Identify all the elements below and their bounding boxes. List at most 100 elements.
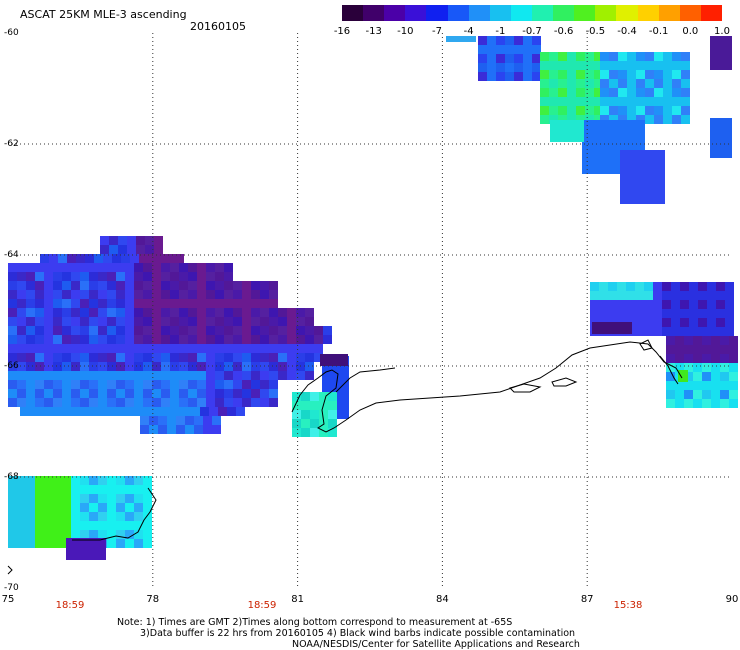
swath-cell: [656, 168, 665, 177]
swath-cell: [152, 290, 161, 299]
swath-cell: [98, 281, 107, 290]
swath-cell: [98, 362, 107, 371]
swath-cell: [8, 281, 17, 290]
swath-cell: [585, 52, 594, 61]
swath-cell: [523, 45, 532, 54]
swath-cell: [125, 263, 134, 272]
swath-cell: [89, 272, 98, 281]
swath-cell: [224, 398, 233, 407]
swath-cell: [203, 425, 212, 434]
swath-cell: [134, 539, 143, 548]
swath-cell: [8, 290, 17, 299]
swath-cell: [627, 79, 636, 88]
swath-cell: [149, 425, 158, 434]
swath-cell: [26, 335, 35, 344]
swath-cell: [672, 115, 681, 124]
swath-cell: [26, 281, 35, 290]
swath-cell: [107, 530, 116, 539]
swath-cell: [116, 389, 125, 398]
swath-cell: [716, 282, 725, 291]
swath-cell: [689, 282, 698, 291]
swath-cell: [49, 254, 58, 263]
swath-cell: [26, 344, 35, 353]
swath-cell: [582, 156, 591, 165]
swath-cell: [310, 410, 319, 419]
swath-cell: [127, 245, 136, 254]
swath-cell: [107, 335, 116, 344]
swath-cell: [26, 317, 35, 326]
swath-cell: [626, 291, 635, 300]
swath-cell: [44, 494, 53, 503]
swath-cell: [206, 308, 215, 317]
swath-cell: [600, 138, 609, 147]
swath-cell: [17, 494, 26, 503]
swath-cell: [656, 177, 665, 186]
swath-cell: [71, 344, 80, 353]
swath-cell: [590, 309, 599, 318]
swath-cell: [197, 371, 206, 380]
swath-cell: [98, 503, 107, 512]
swath-cell: [675, 354, 684, 363]
swath-cell: [567, 61, 576, 70]
swath-cell: [53, 539, 62, 548]
swath-cell: [35, 362, 44, 371]
swath-cell: [206, 317, 215, 326]
swath-cell: [716, 318, 725, 327]
swath-cell: [35, 512, 44, 521]
swath-cell: [590, 300, 599, 309]
swath-cell: [8, 299, 17, 308]
swath-cell: [627, 120, 636, 129]
swath-cell: [242, 353, 251, 362]
swath-cell: [224, 317, 233, 326]
swath-cell: [672, 106, 681, 115]
swath-cell: [301, 392, 310, 401]
swath-cell: [215, 299, 224, 308]
swath-cell: [629, 168, 638, 177]
swath-cell: [116, 290, 125, 299]
swath-cell: [340, 401, 349, 410]
swath-cell: [26, 299, 35, 308]
pass-time-label: 18:59: [247, 600, 277, 611]
swath-cell: [98, 353, 107, 362]
swath-cell: [71, 317, 80, 326]
longitude-label: 81: [291, 594, 304, 605]
swath-cell: [170, 371, 179, 380]
swath-cell: [224, 353, 233, 362]
swath-cell: [35, 299, 44, 308]
swath-cell: [197, 299, 206, 308]
swath-cell: [98, 521, 107, 530]
swath-cell: [143, 380, 152, 389]
swath-cell: [71, 362, 80, 371]
color-scale-label: -16: [333, 26, 351, 37]
swath-cell: [71, 494, 80, 503]
swath-cell: [134, 344, 143, 353]
swath-cell: [143, 389, 152, 398]
swath-cell: [636, 129, 645, 138]
swath-cell: [161, 335, 170, 344]
swath-cell: [173, 407, 182, 416]
swath-cell: [698, 300, 707, 309]
swath-cell: [215, 362, 224, 371]
swath-cell: [89, 521, 98, 530]
swath-cell: [711, 381, 720, 390]
swath-cell: [215, 398, 224, 407]
swath-cell: [319, 392, 328, 401]
swath-cell: [17, 299, 26, 308]
swath-cell: [26, 530, 35, 539]
swath-cell: [71, 308, 80, 317]
swath-cell: [310, 392, 319, 401]
swath-cell: [98, 299, 107, 308]
swath-cell: [17, 539, 26, 548]
swath-cell: [134, 317, 143, 326]
swath-cell: [152, 353, 161, 362]
swath-cell: [107, 362, 116, 371]
swath-cell: [89, 299, 98, 308]
swath-cell: [26, 326, 35, 335]
swath-cell: [532, 63, 541, 72]
swath-cell: [540, 61, 549, 70]
swath-cell: [107, 344, 116, 353]
swath-cell: [62, 380, 71, 389]
swath-cell: [269, 317, 278, 326]
swath-cell: [53, 503, 62, 512]
swath-cell: [218, 407, 227, 416]
